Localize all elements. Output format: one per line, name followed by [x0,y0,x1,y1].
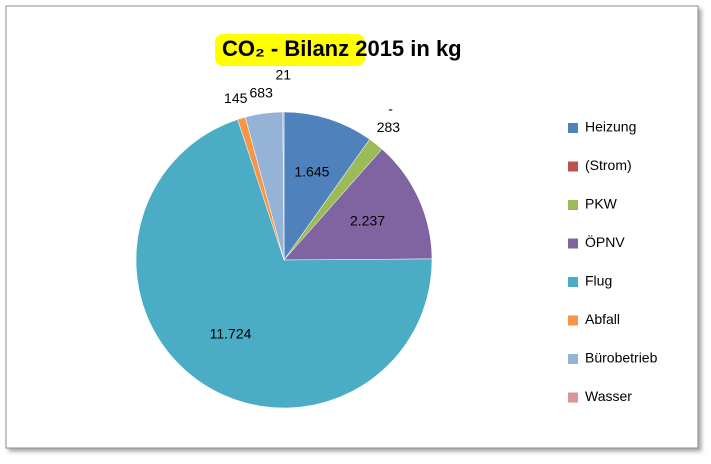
pie-slice [282,111,285,261]
pie-slice [283,111,371,261]
legend-label: ÖPNV [585,233,625,250]
legend-swatch [568,161,578,172]
pie-slice [135,119,433,409]
legend-label: Abfall [585,311,620,327]
data-label: 145 [224,90,248,106]
pie-slice [283,148,433,261]
legend-swatch [568,315,578,326]
data-label: 683 [250,84,274,100]
legend-label: Heizung [585,119,636,135]
legend-label: Bürobetrieb [585,350,658,366]
legend-label: Wasser [585,388,632,404]
data-label: 1.645 [294,163,329,179]
data-label: 2.237 [350,213,385,229]
data-label: 11.724 [210,325,252,341]
legend-swatch [568,277,578,287]
data-label: 283 [377,119,401,135]
title-highlight [215,34,365,66]
data-label: - [388,101,393,117]
legend-label: PKW [585,196,618,212]
data-label: 21 [275,67,291,83]
legend-label: Flug [585,273,612,289]
legend-swatch [568,392,578,403]
legend-swatch [568,238,578,249]
legend-swatch [568,123,578,133]
legend-label: (Strom) [585,157,632,173]
legend-swatch [568,200,578,210]
chart-title: CO₂ - Bilanz 2015 in kg [222,36,462,61]
legend-swatch [568,354,578,364]
